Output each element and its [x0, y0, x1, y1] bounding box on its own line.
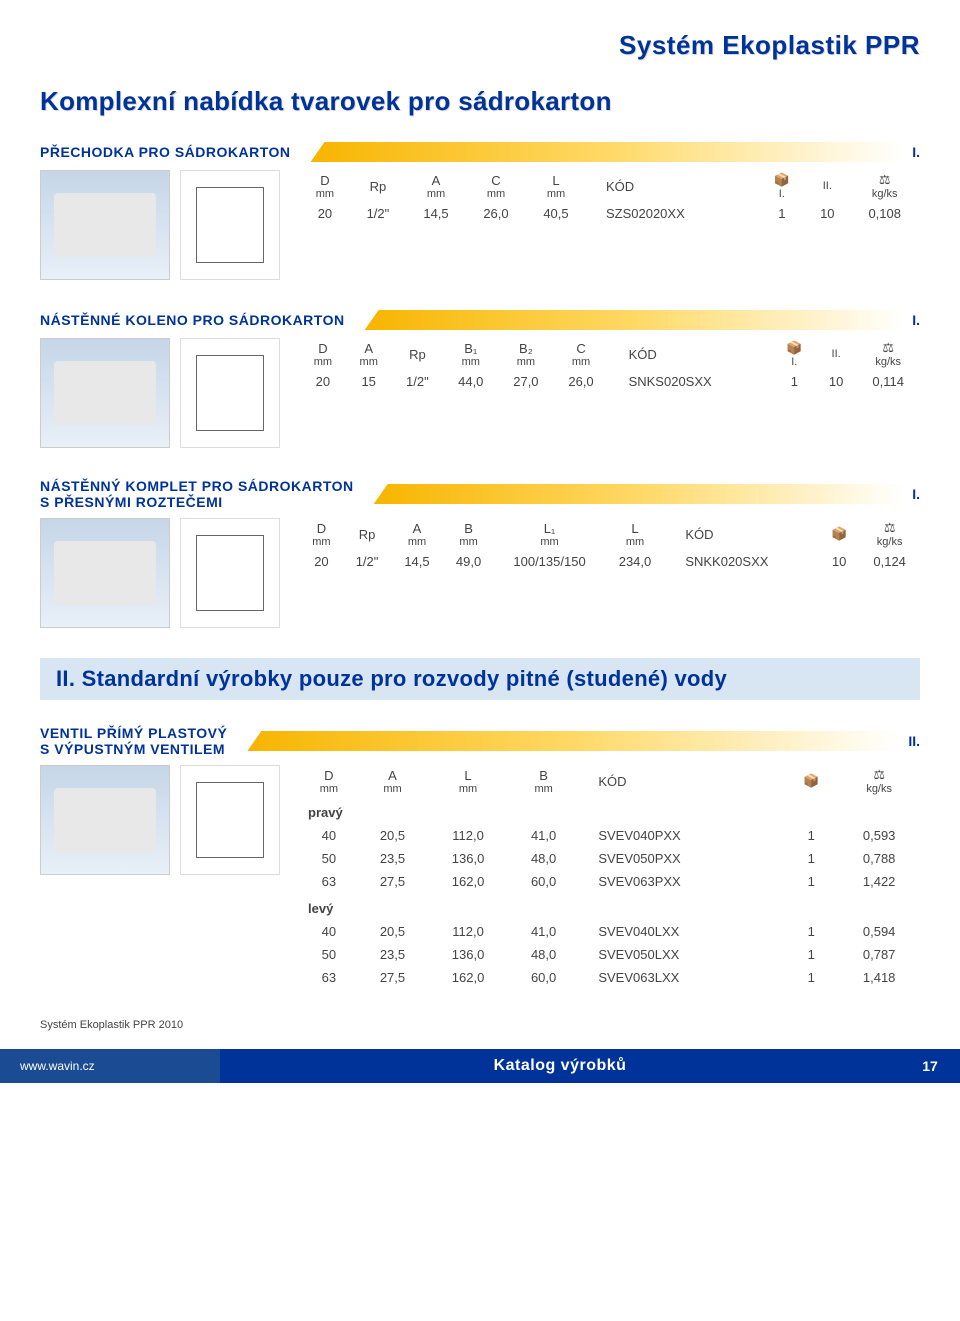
footer-catalog-title: Katalog výrobků [220, 1049, 900, 1083]
weight-icon: ⚖ [873, 767, 885, 782]
package-icon: 📦 [831, 526, 847, 541]
weight-icon: ⚖ [884, 520, 896, 535]
product-3-table: Dmm Rp Amm Bmm L₁mm Lmm KÓD 📦 ⚖kg/ks [300, 518, 920, 573]
page-footer: www.wavin.cz Katalog výrobků 17 [0, 1049, 960, 1083]
product-4-photo [40, 765, 170, 875]
product-1-table: Dmm Rp Amm Cmm Lmm KÓD 📦I. II. ⚖kg/ks [300, 170, 920, 225]
product-1-photo [40, 170, 170, 280]
package-icon: 📦 [786, 340, 802, 355]
product-2-diagram [180, 338, 280, 448]
product-3-title: NÁSTĚNNÝ KOMPLET PRO SÁDROKARTON S PŘESN… [40, 478, 374, 510]
section2-title: II. Standardní výrobky pouze pro rozvody… [40, 658, 920, 700]
title-decoration [247, 731, 900, 751]
product-1: PŘECHODKA PRO SÁDROKARTON I. Dmm Rp Amm … [40, 142, 920, 280]
product-1-title: PŘECHODKA PRO SÁDROKARTON [40, 144, 311, 160]
product-2-title: NÁSTĚNNÉ KOLENO PRO SÁDROKARTON [40, 312, 365, 328]
weight-icon: ⚖ [879, 172, 891, 187]
product-2-table: Dmm Amm Rp B₁mm B₂mm Cmm KÓD 📦I. II. ⚖kg… [300, 338, 920, 393]
main-title: Komplexní nabídka tvarovek pro sádrokart… [40, 86, 920, 117]
product-2-photo [40, 338, 170, 448]
product-1-class: I. [904, 144, 920, 160]
product-4-title: VENTIL PŘÍMÝ PLASTOVÝ S VÝPUSTNÝM VENTIL… [40, 725, 247, 757]
product-1-diagram [180, 170, 280, 280]
table-row: 5023,5136,048,0SVEV050LXX10,787 [300, 943, 920, 966]
variant-left-label: levý [300, 893, 920, 920]
table-row: 20 1/2" 14,5 49,0 100/135/150 234,0 SNKK… [300, 550, 920, 573]
table-row: 4020,5112,041,0SVEV040LXX10,594 [300, 920, 920, 943]
brand-title: Systém Ekoplastik PPR [40, 30, 920, 61]
table-row: 20 1/2" 14,5 26,0 40,5 SZS02020XX 1 10 0… [300, 202, 920, 225]
table-row: 6327,5162,060,0SVEV063PXX11,422 [300, 870, 920, 893]
product-2: NÁSTĚNNÉ KOLENO PRO SÁDROKARTON I. Dmm A… [40, 310, 920, 448]
table-row: 6327,5162,060,0SVEV063LXX11,418 [300, 966, 920, 989]
product-3-class: I. [904, 486, 920, 502]
product-2-class: I. [904, 312, 920, 328]
footer-note: Systém Ekoplastik PPR 2010 [40, 1019, 920, 1031]
table-row: 4020,5112,041,0SVEV040PXX10,593 [300, 824, 920, 847]
package-icon: 📦 [803, 773, 819, 788]
product-4-diagram [180, 765, 280, 875]
table-row: 20 15 1/2" 44,0 27,0 26,0 SNKS020SXX 1 1… [300, 370, 920, 393]
footer-url: www.wavin.cz [0, 1049, 220, 1083]
weight-icon: ⚖ [882, 340, 894, 355]
title-decoration [311, 142, 905, 162]
product-4: VENTIL PŘÍMÝ PLASTOVÝ S VÝPUSTNÝM VENTIL… [40, 725, 920, 989]
variant-right-label: pravý [300, 797, 920, 824]
product-3-diagram [180, 518, 280, 628]
title-decoration [365, 310, 905, 330]
title-decoration [374, 484, 905, 504]
product-3-photo [40, 518, 170, 628]
product-3: NÁSTĚNNÝ KOMPLET PRO SÁDROKARTON S PŘESN… [40, 478, 920, 628]
footer-page-number: 17 [900, 1049, 960, 1083]
product-4-class: II. [900, 733, 920, 749]
product-4-table: Dmm Amm Lmm Bmm KÓD 📦 ⚖kg/ks pravý 4020,… [300, 765, 920, 989]
package-icon: 📦 [774, 172, 790, 187]
table-row: 5023,5136,048,0SVEV050PXX10,788 [300, 847, 920, 870]
